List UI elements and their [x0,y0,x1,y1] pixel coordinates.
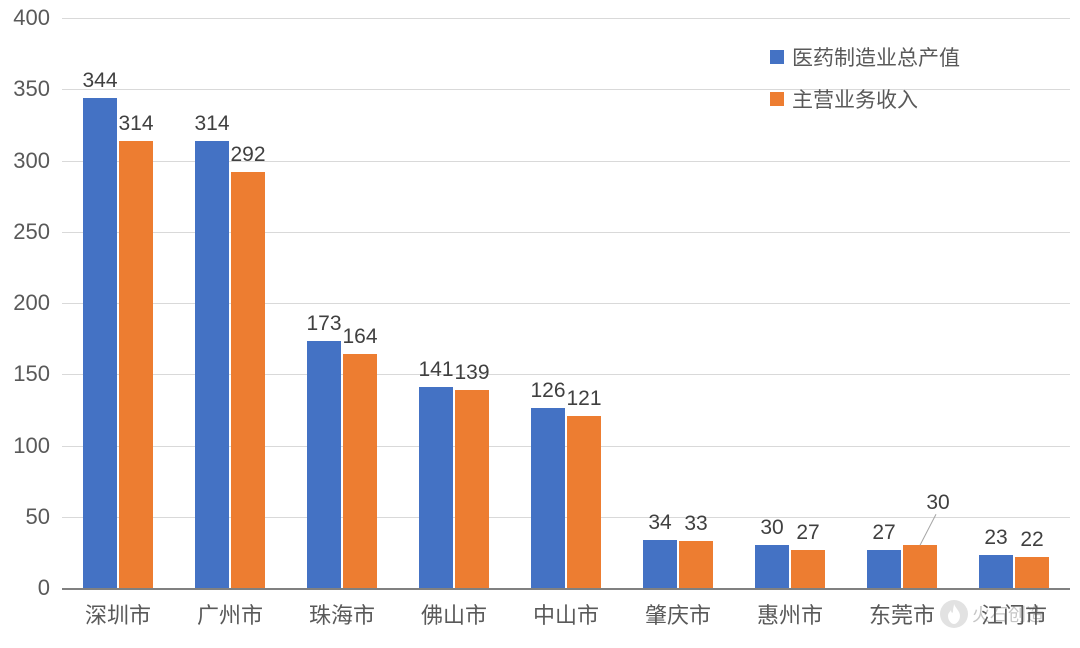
data-label: 139 [454,361,489,385]
x-axis-label: 江门市 [981,598,1047,630]
bar [867,550,901,588]
bar [643,540,677,588]
data-label: 141 [418,358,453,382]
data-label: 27 [872,521,895,545]
bar [83,98,117,588]
data-label: 344 [82,69,117,93]
x-axis-label: 深圳市 [85,598,151,630]
bar [419,387,453,588]
bar [903,545,937,588]
data-label: 34 [648,511,671,535]
data-label: 314 [194,112,229,136]
y-axis-label: 150 [0,361,50,387]
data-label: 164 [342,325,377,349]
data-label: 33 [684,512,707,536]
legend-swatch [770,92,784,106]
bar [979,555,1013,588]
y-axis-label: 250 [0,219,50,245]
bar [791,550,825,588]
legend-item: 医药制造业总产值 [770,42,960,72]
data-label: 23 [984,526,1007,550]
x-axis-label: 中山市 [533,598,599,630]
data-label: 173 [306,312,341,336]
data-label: 27 [796,521,819,545]
data-label: 314 [118,112,153,136]
bar [307,341,341,588]
legend-item: 主营业务收入 [770,84,960,114]
bar [1015,557,1049,588]
data-label: 292 [230,143,265,167]
y-axis-label: 350 [0,76,50,102]
legend-label: 主营业务收入 [792,84,918,114]
bar [531,408,565,588]
y-axis-label: 300 [0,148,50,174]
data-label: 121 [566,387,601,411]
bar [567,416,601,588]
legend-swatch [770,50,784,64]
legend: 医药制造业总产值主营业务收入 [770,42,960,126]
bar [195,141,229,588]
data-label: 126 [530,379,565,403]
y-axis-label: 200 [0,290,50,316]
x-axis-label: 肇庆市 [645,598,711,630]
flame-icon [940,600,968,628]
data-label: 30 [760,516,783,540]
y-axis-label: 50 [0,504,50,530]
bar [343,354,377,588]
x-axis-label: 珠海市 [309,598,375,630]
bar [679,541,713,588]
y-axis-label: 0 [0,575,50,601]
x-axis-label: 惠州市 [757,598,823,630]
x-axis-label: 佛山市 [421,598,487,630]
bar-chart: 医药制造业总产值主营业务收入 火石创造 05010015020025030035… [0,0,1080,648]
data-label: 22 [1020,528,1043,552]
legend-label: 医药制造业总产值 [792,42,960,72]
y-axis-label: 100 [0,433,50,459]
data-label: 30 [926,491,949,515]
bar [119,141,153,588]
bar [755,545,789,588]
x-axis-label: 广州市 [197,598,263,630]
bar [231,172,265,588]
x-axis-label: 东莞市 [869,598,935,630]
y-axis-label: 400 [0,5,50,31]
bar [455,390,489,588]
gridline [62,18,1070,19]
